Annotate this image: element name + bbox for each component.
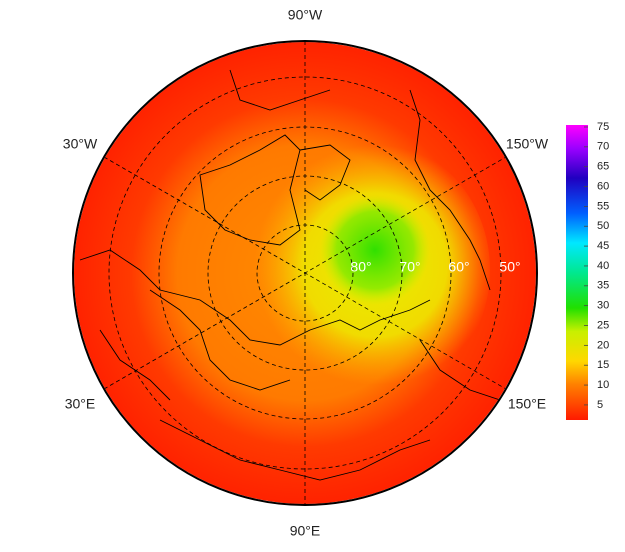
colorbar-tick-label: 30 [597,300,609,312]
latitude-label: 60° [448,259,469,275]
colorbar-tick-label: 15 [597,359,609,371]
meridian-label: 30°E [65,396,96,412]
field [74,42,536,504]
colorbar-tick-label: 40 [597,260,609,272]
colorbar-tick-label: 70 [597,141,609,153]
colorbar-scale [566,125,588,420]
latitude-label: 50° [499,259,520,275]
meridian-label: 150°E [508,396,546,412]
colorbar-tick-label: 20 [597,339,609,351]
colorbar-tick-label: 60 [597,180,609,192]
colorbar-tick-label: 45 [597,240,609,252]
colorbar-tick-label: 75 [597,121,609,133]
colorbar-tick-label: 65 [597,161,609,173]
colorbar-tick-label: 5 [597,399,603,411]
colorbar-tick-label: 35 [597,280,609,292]
colorbar-tick-label: 25 [597,319,609,331]
meridian-label: 150°W [506,136,549,152]
latitude-label: 70° [399,259,420,275]
graticule [103,42,507,504]
map-border [72,40,538,506]
colorbar: 5 10 15 20 25 30 35 40 45 50 55 60 65 70 75 [566,121,609,420]
meridian-label: 30°W [63,136,98,152]
colorbar-tick-label: 10 [597,379,609,391]
meridian-label: 90°W [288,7,323,23]
meridian-label: 90°E [290,523,321,539]
colorbar-tick-label: 50 [597,220,609,232]
latitude-label: 80° [350,259,371,275]
colorbar-tick-label: 55 [597,200,609,212]
